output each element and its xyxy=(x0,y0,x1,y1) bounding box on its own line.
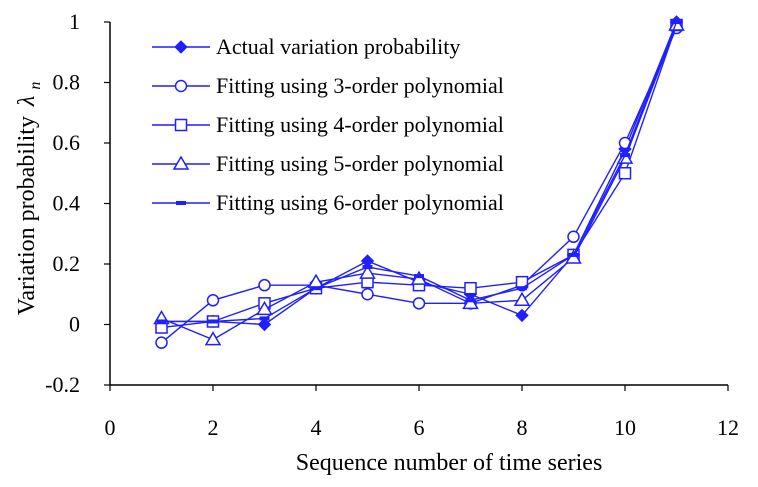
data-point-dash xyxy=(568,252,579,257)
legend-entry: Fitting using 5-order polynomial xyxy=(152,151,504,176)
legend-label: Actual variation probability xyxy=(216,34,460,59)
y-tick-label: 1 xyxy=(69,9,80,34)
x-tick-label: 12 xyxy=(717,415,739,440)
data-point-dash xyxy=(259,316,270,321)
series-2 xyxy=(155,21,683,349)
data-point-circle xyxy=(155,336,168,349)
legend-label: Fitting using 4-order polynomial xyxy=(216,112,504,137)
series-5 xyxy=(156,20,682,324)
y-tick-label: -0.2 xyxy=(45,372,80,397)
data-point-diamond xyxy=(174,40,188,54)
data-point-square xyxy=(174,118,188,132)
legend-label: Fitting using 6-order polynomial xyxy=(216,190,504,215)
data-point-triangle xyxy=(359,264,376,279)
data-point-circle xyxy=(258,278,271,292)
y-axis-title: Variation probability λ n xyxy=(14,82,44,316)
y-axis-title-symbol: λ xyxy=(14,96,40,107)
data-point-dash xyxy=(671,20,682,24)
legend-entry: Fitting using 3-order polynomial xyxy=(152,73,504,98)
data-point-square xyxy=(618,167,632,180)
y-ticks: -0.2 0 0.2 0.4 0.6 0.8 1 xyxy=(45,9,110,397)
data-point-dash xyxy=(517,286,527,291)
series-3 xyxy=(155,18,683,334)
data-point-dash xyxy=(156,319,167,324)
data-point-dash xyxy=(311,286,321,291)
y-tick-label: 0.2 xyxy=(53,251,81,276)
y-tick-label: 0.6 xyxy=(53,130,81,155)
x-tick-label: 6 xyxy=(414,415,425,440)
data-point-dash xyxy=(465,298,476,303)
data-point-triangle xyxy=(616,149,634,164)
y-tick-label: 0.8 xyxy=(53,70,81,95)
data-point-square xyxy=(464,281,477,295)
data-point-triangle xyxy=(256,300,273,316)
y-axis-title-text: Variation probability xyxy=(14,116,40,315)
data-point-dash xyxy=(362,265,373,270)
data-point-triangle xyxy=(204,331,222,346)
x-tick-label: 4 xyxy=(311,415,322,440)
data-point-dash xyxy=(176,201,186,205)
y-axis-title-subscript: n xyxy=(27,82,44,90)
data-point-triangle xyxy=(172,155,190,170)
legend-entry: Fitting using 6-order polynomial xyxy=(152,190,504,215)
data-point-circle xyxy=(412,297,426,310)
data-point-diamond xyxy=(257,317,272,332)
data-point-dash xyxy=(208,319,218,324)
data-point-circle xyxy=(567,230,580,244)
legend: Actual variation probability Fitting usin… xyxy=(152,34,504,215)
legend-entry: Fitting using 4-order polynomial xyxy=(152,112,504,137)
y-tick-label: 0 xyxy=(69,312,80,337)
x-tick-label: 2 xyxy=(208,415,219,440)
data-point-triangle xyxy=(668,16,685,31)
data-point-dash xyxy=(414,274,424,279)
data-point-circle xyxy=(206,294,220,307)
legend-entry: Actual variation probability xyxy=(152,34,460,59)
x-ticks: 0 2 4 6 8 10 12 xyxy=(105,385,739,440)
x-tick-label: 8 xyxy=(517,415,528,440)
x-tick-label: 10 xyxy=(614,415,636,440)
data-point-triangle xyxy=(513,291,531,307)
legend-label: Fitting using 3-order polynomial xyxy=(216,73,504,98)
x-tick-label: 0 xyxy=(105,415,116,440)
y-tick-label: 0.4 xyxy=(53,191,81,216)
data-point-diamond xyxy=(515,308,529,323)
legend-label: Fitting using 5-order polynomial xyxy=(216,151,504,176)
x-axis-title: Sequence number of time series xyxy=(296,450,603,476)
data-point-circle xyxy=(361,288,374,301)
data-point-circle xyxy=(174,79,188,93)
data-point-triangle xyxy=(462,294,479,310)
series-layer xyxy=(153,15,685,349)
data-point-dash xyxy=(620,153,630,158)
